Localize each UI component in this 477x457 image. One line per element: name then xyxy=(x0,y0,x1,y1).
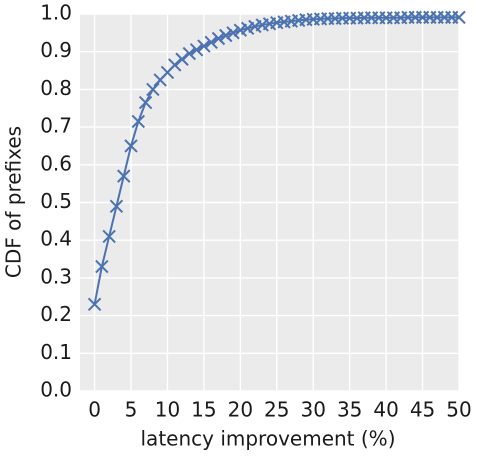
marker xyxy=(168,58,182,72)
y-axis-label: CDF of prefixes xyxy=(2,126,26,278)
marker xyxy=(197,39,211,53)
y-tick-label: 0.1 xyxy=(40,340,72,364)
marker xyxy=(189,43,204,57)
x-tick-label: 25 xyxy=(264,398,289,422)
x-tick-label: 30 xyxy=(301,398,326,422)
x-tick-label: 0 xyxy=(88,398,101,422)
marker xyxy=(182,46,197,61)
marker xyxy=(211,31,226,46)
marker xyxy=(146,82,160,97)
marker xyxy=(452,10,466,25)
marker xyxy=(226,26,240,40)
y-tick-label: 0.4 xyxy=(40,227,72,251)
marker xyxy=(204,35,218,49)
y-tick-label: 0.9 xyxy=(40,38,72,62)
marker xyxy=(87,297,102,311)
y-tick-label: 0.7 xyxy=(40,114,72,138)
x-tick-label: 20 xyxy=(228,398,253,422)
marker xyxy=(219,28,233,43)
marker xyxy=(138,95,153,110)
y-tick-label: 1.0 xyxy=(40,1,72,25)
x-axis-label: latency improvement (%) xyxy=(141,427,396,451)
x-tick-label: 50 xyxy=(446,398,471,422)
marker xyxy=(95,259,109,274)
x-tick-label: 45 xyxy=(410,398,435,422)
y-tick-label: 0.5 xyxy=(40,189,72,213)
x-tick-label: 5 xyxy=(125,398,138,422)
marker xyxy=(131,114,146,129)
marker xyxy=(124,139,138,153)
y-tick-label: 0.6 xyxy=(40,151,72,175)
y-tick-label: 0.2 xyxy=(40,302,72,326)
y-tick-label: 0.3 xyxy=(40,264,72,288)
x-tick-label: 15 xyxy=(191,398,216,422)
x-tick-label: 35 xyxy=(337,398,362,422)
marker xyxy=(109,199,124,213)
marker xyxy=(175,52,189,66)
x-tick-label: 10 xyxy=(155,398,180,422)
y-tick-label: 0.0 xyxy=(40,378,72,402)
x-tick-label: 40 xyxy=(373,398,398,422)
marker xyxy=(117,169,131,183)
marker xyxy=(102,229,116,244)
y-tick-label: 0.8 xyxy=(40,76,72,100)
